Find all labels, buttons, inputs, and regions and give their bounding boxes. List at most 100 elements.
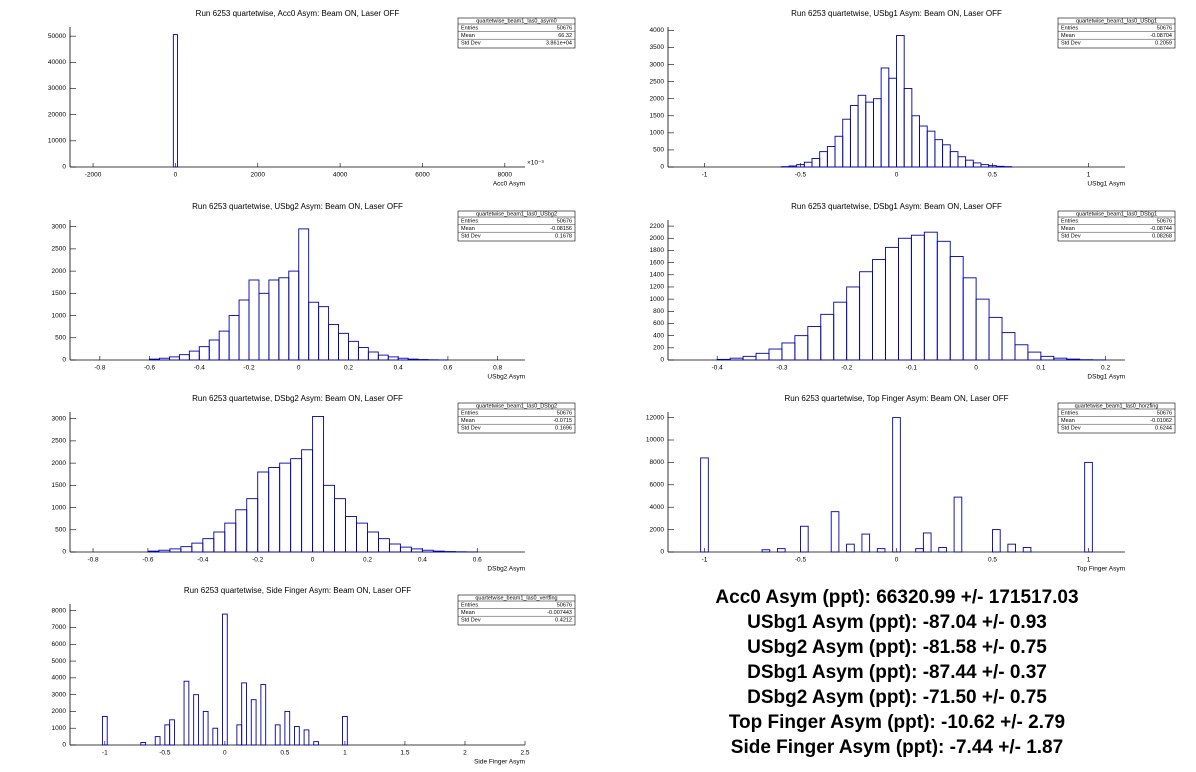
histogram-bar — [147, 550, 160, 553]
histogram-bar — [169, 719, 175, 746]
stats-label: Mean — [461, 610, 475, 616]
x-tick-label: 0.5 — [988, 172, 997, 179]
y-tick-label: 1500 — [52, 482, 67, 489]
stats-label: Entries — [1061, 410, 1078, 416]
stats-value: -0.0715 — [553, 418, 572, 424]
chart-title: Run 6253 quartetwise, USbg1 Asym: Beam O… — [791, 9, 1002, 18]
x-tick-label: -0.4 — [712, 365, 724, 372]
x-tick-label: 0.2 — [344, 365, 353, 372]
y-tick-label: 1800 — [650, 247, 665, 254]
y-tick-label: 2000 — [650, 95, 665, 102]
histogram-bar — [183, 680, 190, 746]
y-tick-label: 0 — [660, 357, 664, 364]
y-tick-label: 30000 — [48, 85, 66, 92]
y-tick-label: 0 — [660, 549, 664, 556]
stats-label: Entries — [1061, 218, 1078, 224]
y-tick-label: 8000 — [52, 607, 67, 614]
histogram-bar — [1084, 461, 1093, 553]
y-tick-label: 1500 — [650, 112, 665, 119]
x-tick-label: 0.5 — [280, 750, 289, 757]
y-tick-label: 5000 — [52, 658, 67, 665]
y-tick-label: 0 — [62, 164, 66, 171]
y-tick-label: 3000 — [52, 223, 67, 230]
stats-label: Mean — [461, 418, 475, 424]
y-tick-label: 1000 — [650, 130, 665, 137]
y-tick-label: 0 — [62, 357, 66, 364]
y-tick-label: 1000 — [52, 312, 67, 319]
x-tick-label: -0.3 — [776, 365, 788, 372]
stats-label: Std Dev — [461, 40, 481, 46]
x-tick-label: -0.8 — [94, 365, 106, 372]
histogram-bar — [861, 533, 871, 553]
x-tick-label: 0 — [297, 365, 301, 372]
x-tick-label: 0 — [174, 172, 178, 179]
x-tick-label: 6000 — [415, 172, 430, 179]
x-tick-label: -0.5 — [795, 557, 807, 564]
x-axis-label: Top Finger Asym — [1077, 566, 1125, 573]
histogram-bar — [260, 684, 267, 746]
y-tick-label: 1600 — [650, 259, 665, 266]
x-tick-label: -0.5 — [159, 750, 171, 757]
chart-title: Run 6253 quartetwise, Top Finger Asym: B… — [785, 394, 1009, 403]
histogram-bar — [700, 457, 709, 553]
stats-box — [457, 402, 576, 434]
stats-value: -0.08156 — [550, 226, 572, 232]
stats-label: Mean — [461, 226, 475, 232]
x-tick-label: -0.5 — [795, 172, 807, 179]
x-tick-label: 0.2 — [363, 557, 372, 564]
y-tick-label: 2000 — [650, 526, 665, 533]
histogram-bar — [992, 529, 1001, 553]
x-tick-label: 2 — [463, 750, 467, 757]
x-multiplier: ×10⁻³ — [527, 160, 544, 167]
x-tick-label: 8000 — [498, 172, 513, 179]
histogram-bar — [313, 741, 319, 746]
x-axis-label: Side Finger Asym — [474, 759, 525, 766]
stats-label: Mean — [1061, 418, 1075, 424]
chart-title: Run 6253 quartetwise, Acc0 Asym: Beam ON… — [196, 9, 400, 18]
histogram-bar — [1022, 547, 1032, 553]
y-tick-label: 1400 — [650, 272, 665, 279]
result-line: DSbg1 Asym (ppt): -87.44 +/- 0.37 — [747, 662, 1047, 683]
histogram-bar — [172, 34, 178, 168]
x-tick-label: 1.5 — [400, 750, 409, 757]
stats-value: 50676 — [557, 602, 572, 608]
x-tick-label: 0.1 — [1036, 365, 1045, 372]
y-tick-label: 3000 — [52, 415, 67, 422]
stats-label: Entries — [461, 25, 478, 31]
y-tick-label: 10000 — [646, 437, 664, 444]
x-tick-label: 0.6 — [443, 365, 452, 372]
y-tick-label: 200 — [653, 345, 664, 352]
x-tick-label: 0 — [311, 557, 315, 564]
histogram-bar — [938, 547, 947, 553]
x-tick-label: -2000 — [85, 172, 102, 179]
x-tick-label: -1 — [702, 557, 708, 564]
x-tick-label: 2000 — [251, 172, 266, 179]
y-tick-label: 3000 — [52, 691, 67, 698]
x-tick-label: 1 — [343, 750, 347, 757]
x-tick-label: -0.8 — [87, 557, 99, 564]
histogram-bar — [149, 358, 160, 361]
x-tick-label: -0.6 — [142, 557, 154, 564]
y-tick-label: 2500 — [52, 246, 67, 253]
histogram-bar — [953, 496, 963, 553]
x-tick-label: -0.1 — [906, 365, 918, 372]
y-tick-label: 2000 — [52, 460, 67, 467]
histogram-bar — [800, 525, 809, 553]
y-tick-label: 3500 — [650, 44, 665, 51]
y-tick-label: 10000 — [48, 138, 66, 145]
stats-value: 0.4212 — [555, 617, 572, 623]
histogram-bar — [140, 742, 147, 746]
chart-title: Run 6253 quartetwise, DSbg1 Asym: Beam O… — [791, 202, 1002, 211]
x-axis-label: Acc0 Asym — [493, 181, 525, 188]
stats-label: Entries — [461, 410, 478, 416]
y-tick-label: 4000 — [650, 27, 665, 34]
stats-label: Std Dev — [1061, 425, 1081, 431]
result-line: DSbg2 Asym (ppt): -71.50 +/- 0.75 — [747, 687, 1047, 708]
stats-label: Std Dev — [1061, 233, 1081, 239]
chart-title: Run 6253 quartetwise, USbg2 Asym: Beam O… — [192, 202, 403, 211]
x-tick-label: 0.4 — [394, 365, 403, 372]
x-tick-label: 0 — [895, 172, 899, 179]
y-tick-label: 6000 — [650, 482, 665, 489]
result-line: USbg1 Asym (ppt): -87.04 +/- 0.93 — [747, 612, 1047, 633]
